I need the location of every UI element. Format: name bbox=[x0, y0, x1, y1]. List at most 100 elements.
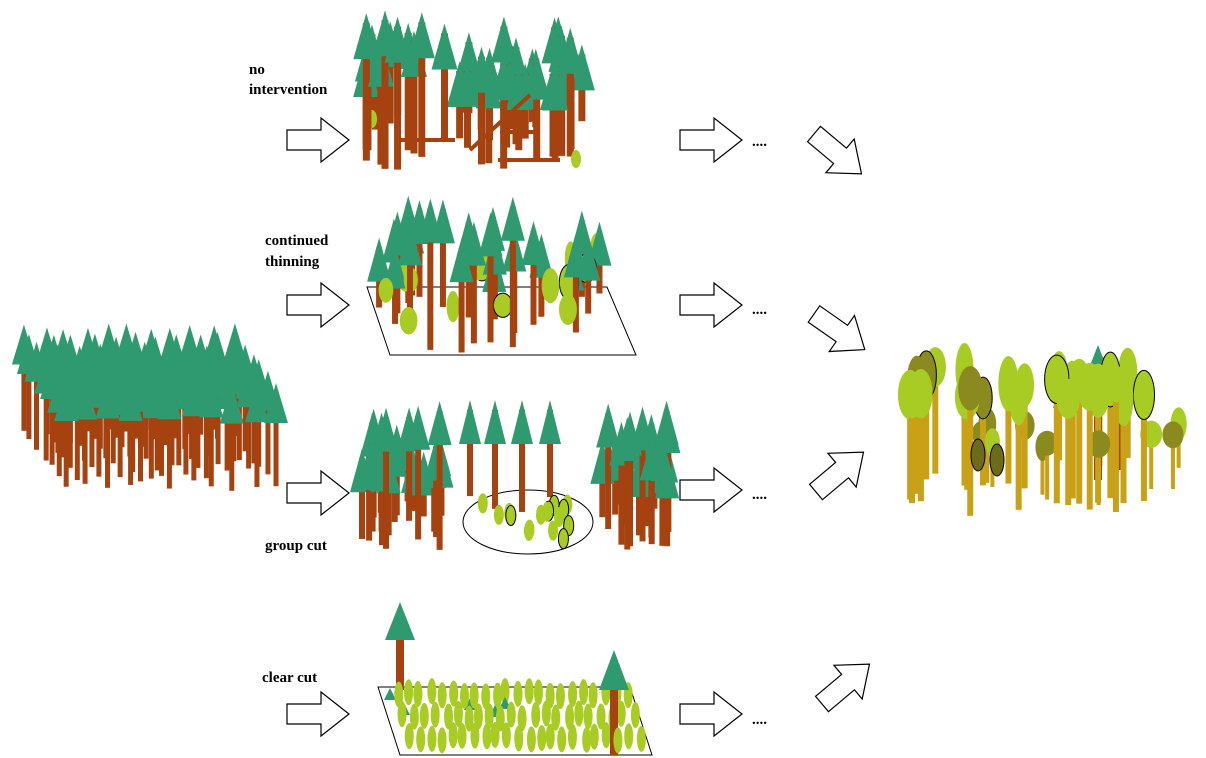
crown bbox=[1133, 370, 1154, 419]
crown bbox=[558, 529, 568, 549]
crown bbox=[590, 724, 599, 750]
crown bbox=[624, 723, 633, 749]
arrow bbox=[680, 118, 742, 162]
crown bbox=[1009, 377, 1027, 426]
crown bbox=[427, 678, 436, 704]
crown bbox=[484, 400, 506, 444]
crown bbox=[404, 679, 413, 705]
crown bbox=[413, 681, 422, 707]
arrow bbox=[801, 296, 877, 368]
crown bbox=[438, 727, 447, 753]
arrow bbox=[800, 117, 876, 191]
scenario-label: clear cut bbox=[262, 670, 317, 686]
forest-no-intervention bbox=[353, 10, 595, 169]
crown bbox=[542, 268, 560, 303]
crown bbox=[971, 439, 985, 471]
arrow bbox=[802, 435, 878, 509]
arrow bbox=[287, 692, 349, 736]
crown bbox=[431, 23, 457, 69]
crown bbox=[617, 701, 626, 727]
crown bbox=[568, 724, 577, 750]
arrow bbox=[287, 118, 349, 162]
crown bbox=[420, 703, 429, 729]
scenario-label: group cut bbox=[265, 538, 327, 554]
crown bbox=[491, 722, 500, 748]
scenario-label: intervention bbox=[249, 82, 328, 98]
crown bbox=[568, 681, 577, 707]
crown bbox=[637, 726, 646, 752]
crown bbox=[990, 444, 1004, 476]
page: no intervention continued thinning group… bbox=[0, 0, 1206, 758]
crown bbox=[514, 725, 523, 751]
forest-clear-cut bbox=[378, 602, 652, 755]
crown bbox=[589, 682, 598, 708]
continuation: .... bbox=[752, 712, 767, 728]
crown bbox=[459, 400, 481, 444]
initial-forest bbox=[12, 323, 288, 490]
crown bbox=[384, 688, 396, 700]
crown bbox=[400, 307, 418, 335]
arrow bbox=[680, 692, 742, 736]
crown bbox=[525, 678, 534, 704]
arrow bbox=[680, 468, 742, 512]
crown bbox=[416, 726, 425, 752]
crown bbox=[534, 679, 543, 705]
arrow bbox=[808, 647, 884, 721]
crown bbox=[482, 723, 491, 749]
trunk bbox=[1113, 384, 1119, 512]
crown bbox=[579, 679, 588, 705]
scenario-label: continued bbox=[265, 233, 329, 249]
crown bbox=[427, 726, 436, 752]
crown bbox=[559, 294, 577, 325]
crown bbox=[493, 293, 512, 317]
continuation: .... bbox=[752, 487, 767, 503]
crown bbox=[539, 400, 561, 444]
forests bbox=[12, 10, 1187, 755]
arrow bbox=[680, 283, 742, 327]
crown bbox=[527, 726, 536, 752]
crown bbox=[548, 521, 558, 541]
crown bbox=[557, 726, 566, 752]
scenario-label: thinning bbox=[265, 254, 320, 270]
crown bbox=[458, 723, 467, 749]
crown bbox=[409, 12, 435, 58]
diagram: no intervention continued thinning group… bbox=[0, 0, 1206, 758]
crown bbox=[385, 602, 415, 640]
crown bbox=[631, 702, 640, 728]
crown bbox=[536, 505, 546, 525]
scenario-label: no bbox=[249, 62, 265, 78]
continuation: .... bbox=[752, 134, 767, 150]
crown bbox=[531, 702, 540, 728]
continuation: .... bbox=[752, 302, 767, 318]
crown bbox=[470, 723, 479, 749]
crown bbox=[502, 722, 511, 748]
crown bbox=[524, 521, 534, 541]
crown bbox=[571, 150, 581, 168]
crown bbox=[958, 366, 982, 410]
crown bbox=[1107, 365, 1126, 402]
crown bbox=[556, 683, 565, 709]
crown bbox=[602, 722, 611, 748]
crown bbox=[379, 278, 394, 303]
crown bbox=[511, 400, 533, 444]
crown bbox=[546, 723, 555, 749]
forest-group-cut bbox=[350, 400, 680, 554]
crown bbox=[478, 493, 488, 513]
crown bbox=[494, 505, 504, 525]
crown bbox=[542, 700, 551, 726]
crown bbox=[428, 401, 452, 445]
crown bbox=[513, 681, 522, 707]
crown bbox=[903, 373, 921, 418]
crown bbox=[584, 704, 593, 730]
arrow bbox=[287, 283, 349, 327]
crown bbox=[431, 702, 440, 728]
crown bbox=[1057, 379, 1080, 419]
forest-future bbox=[898, 343, 1187, 516]
forest-thinning bbox=[367, 196, 636, 355]
crown bbox=[574, 701, 583, 727]
crown bbox=[613, 727, 622, 753]
crown bbox=[537, 725, 546, 751]
crown bbox=[398, 701, 407, 727]
crown bbox=[599, 650, 629, 690]
crown bbox=[405, 723, 414, 749]
